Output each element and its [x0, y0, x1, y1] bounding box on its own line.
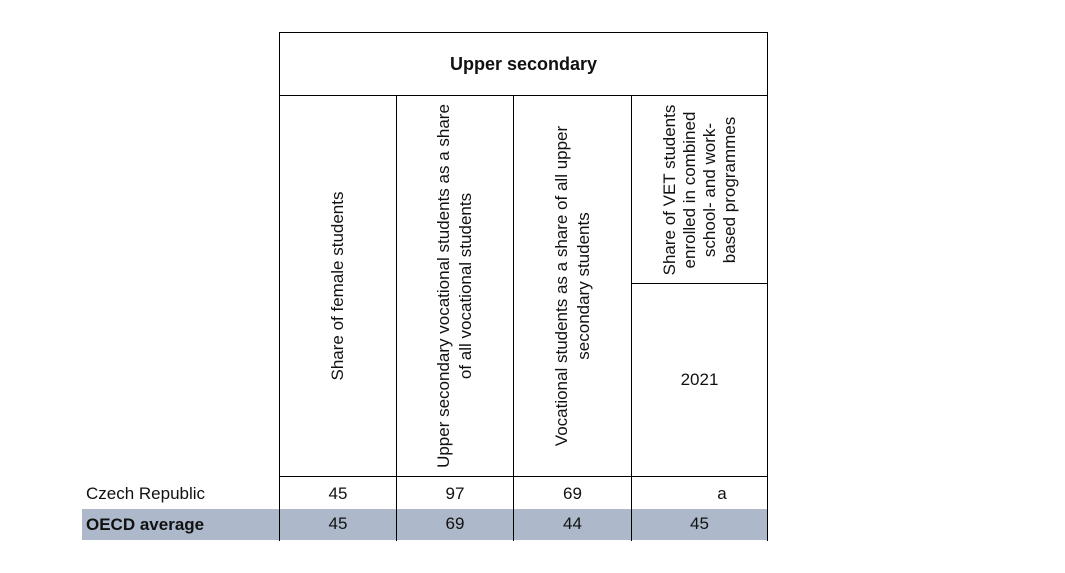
table-cell: 97 — [445, 484, 465, 503]
column-header-2-label: Upper secondary vocational students as a… — [434, 104, 475, 468]
row-label-czech-republic: Czech Republic — [86, 484, 206, 503]
column-header-1: Share of female students — [280, 96, 396, 476]
column-divider-1 — [396, 95, 397, 541]
column-header-3-label: Vocational students as a share of all up… — [551, 125, 593, 447]
column-header-4-label: Share of VET students enrolled in combin… — [659, 104, 739, 275]
highlight-row-background — [82, 509, 768, 540]
column-divider-2 — [513, 95, 514, 541]
header-bottom-border — [279, 476, 768, 477]
group-header: Upper secondary — [449, 54, 598, 74]
table-left-border — [279, 32, 280, 541]
column-header-1-label: Share of female students — [328, 191, 347, 381]
table-cell: 45 — [328, 514, 348, 533]
table-cell: 69 — [445, 514, 465, 533]
column-header-4: Share of VET students enrolled in combin… — [632, 96, 767, 283]
column-divider-3 — [631, 95, 632, 541]
column-header-3: Vocational students as a share of all up… — [514, 96, 631, 476]
header-divider — [279, 95, 768, 96]
table-cell: 44 — [563, 514, 582, 533]
year-divider — [631, 283, 768, 284]
table-cell: 45 — [690, 514, 709, 533]
year-label: 2021 — [680, 370, 719, 389]
table-cell: a — [717, 484, 727, 503]
row-label-oecd-average: OECD average — [86, 515, 205, 534]
table-right-border — [767, 32, 768, 541]
table-top-border — [279, 32, 768, 33]
table-cell: 45 — [328, 484, 348, 503]
column-header-2: Upper secondary vocational students as a… — [397, 96, 513, 476]
table-cell: 69 — [563, 484, 582, 503]
